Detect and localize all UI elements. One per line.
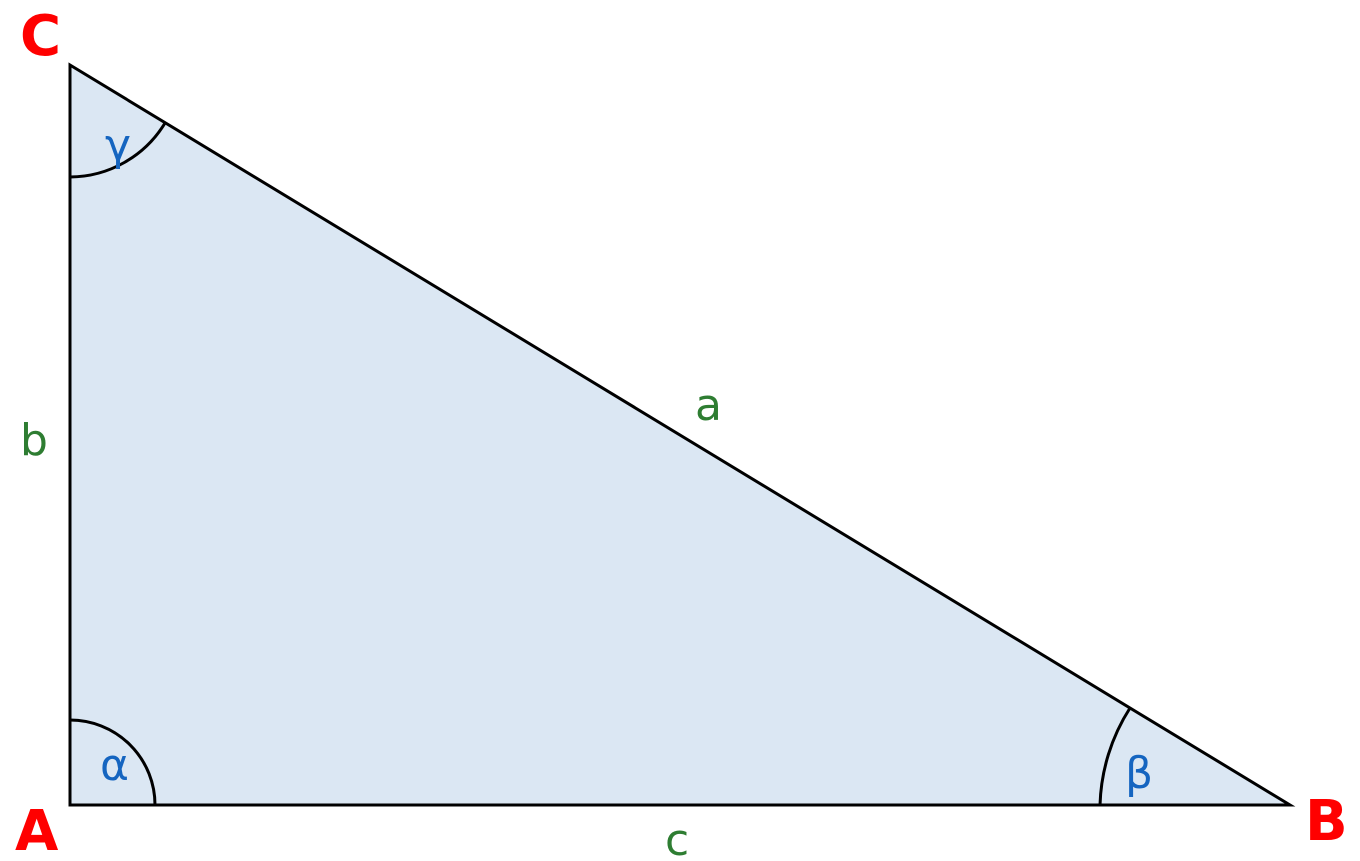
side-label-c: c	[665, 815, 689, 861]
vertex-label-c: C	[20, 4, 61, 69]
side-label-b: b	[20, 415, 48, 466]
angle-label-gamma: γ	[105, 120, 131, 171]
side-label-a: a	[695, 380, 722, 431]
triangle-diagram: A B C a b c α β γ	[0, 0, 1360, 861]
vertex-label-b: B	[1305, 789, 1348, 854]
angle-label-beta: β	[1125, 748, 1153, 799]
vertex-label-a: A	[15, 799, 59, 861]
angle-label-alpha: α	[100, 740, 129, 791]
